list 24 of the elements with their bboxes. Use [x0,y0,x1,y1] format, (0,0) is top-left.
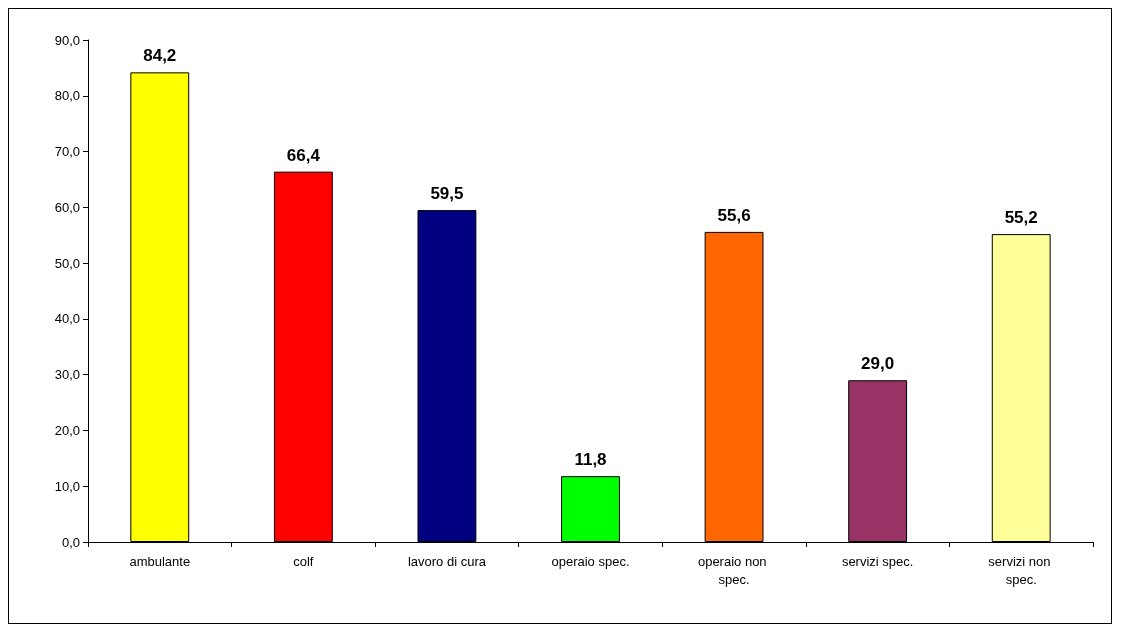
data-label: 59,5 [430,184,464,204]
y-tick-label: 40,0 [54,311,80,327]
y-tick-label: 10,0 [54,478,80,494]
data-label: 55,6 [717,205,751,225]
data-label: 55,2 [1004,208,1038,228]
data-label: 66,4 [286,145,321,165]
x-tick-label: lavoro di cura [407,553,487,569]
y-tick-label: 20,0 [54,422,80,438]
x-tick-label: servizi non spec. [988,553,1055,587]
x-tick-label: operaio non spec. [697,553,771,587]
y-tick-label: 50,0 [54,255,80,271]
y-tick-label: 0,0 [61,534,80,550]
data-label: 11,8 [574,450,607,470]
y-tick-label: 60,0 [54,199,80,215]
x-tick-label: operaio spec. [551,553,630,569]
x-tick-label: ambulante [129,553,191,569]
y-tick-label: 70,0 [54,144,80,160]
data-label: 29,0 [861,354,895,374]
x-tick-label: colf [293,553,314,569]
y-tick-label: 90,0 [54,32,80,48]
data-label: 84,2 [143,46,177,66]
x-tick-label: servizi spec. [841,553,914,569]
y-tick-label: 30,0 [54,367,80,383]
y-tick-label: 80,0 [54,88,80,104]
